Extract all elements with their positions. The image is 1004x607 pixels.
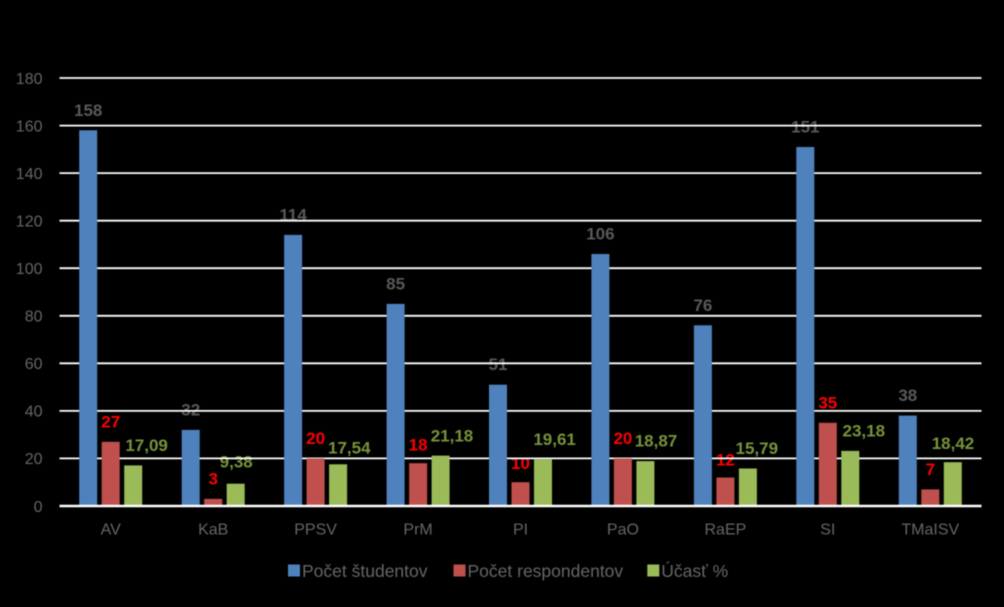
svg-text:17,09: 17,09 [125,436,168,455]
svg-text:40: 40 [25,404,43,421]
svg-text:Počet študentov: Počet študentov [302,561,428,581]
svg-text:20: 20 [306,429,325,448]
svg-text:9,38: 9,38 [220,452,253,471]
svg-text:Účasť %: Účasť % [661,560,728,581]
svg-text:114: 114 [279,205,307,224]
svg-text:AV: AV [101,522,121,539]
svg-text:7: 7 [926,460,935,479]
svg-text:18,42: 18,42 [932,434,975,453]
svg-text:0: 0 [34,499,43,516]
svg-text:19,61: 19,61 [533,430,576,449]
svg-text:SI: SI [820,522,835,539]
svg-text:PaO: PaO [607,522,639,539]
svg-text:15,79: 15,79 [736,439,779,458]
svg-text:38: 38 [898,386,917,405]
svg-text:20: 20 [613,429,632,448]
svg-text:100: 100 [16,261,43,278]
svg-text:PI: PI [513,522,528,539]
svg-text:PrM: PrM [403,522,432,539]
svg-text:18: 18 [409,436,428,455]
svg-text:151: 151 [791,118,819,137]
svg-text:12: 12 [716,450,735,469]
svg-text:180: 180 [16,71,43,88]
svg-text:27: 27 [101,412,120,431]
svg-text:21,18: 21,18 [431,427,474,446]
svg-text:85: 85 [386,274,405,293]
svg-text:TMaISV: TMaISV [901,522,959,539]
svg-text:158: 158 [74,101,102,120]
svg-text:PPSV: PPSV [294,522,337,539]
svg-text:KaB: KaB [198,522,228,539]
svg-text:120: 120 [16,214,43,231]
svg-text:140: 140 [16,166,43,183]
svg-text:3: 3 [208,469,217,488]
svg-text:10: 10 [511,454,530,473]
svg-text:20: 20 [25,451,43,468]
svg-text:160: 160 [16,118,43,135]
svg-text:18,87: 18,87 [635,432,678,451]
svg-text:60: 60 [25,356,43,373]
svg-text:106: 106 [586,225,614,244]
svg-text:17,54: 17,54 [328,438,371,457]
svg-text:32: 32 [181,400,200,419]
svg-text:76: 76 [693,296,712,315]
svg-text:35: 35 [818,393,837,412]
svg-text:23,18: 23,18 [843,421,886,440]
svg-text:80: 80 [25,309,43,326]
svg-text:51: 51 [489,355,508,374]
svg-text:RaEP: RaEP [705,522,747,539]
svg-text:Počet respondentov: Počet respondentov [468,561,624,581]
